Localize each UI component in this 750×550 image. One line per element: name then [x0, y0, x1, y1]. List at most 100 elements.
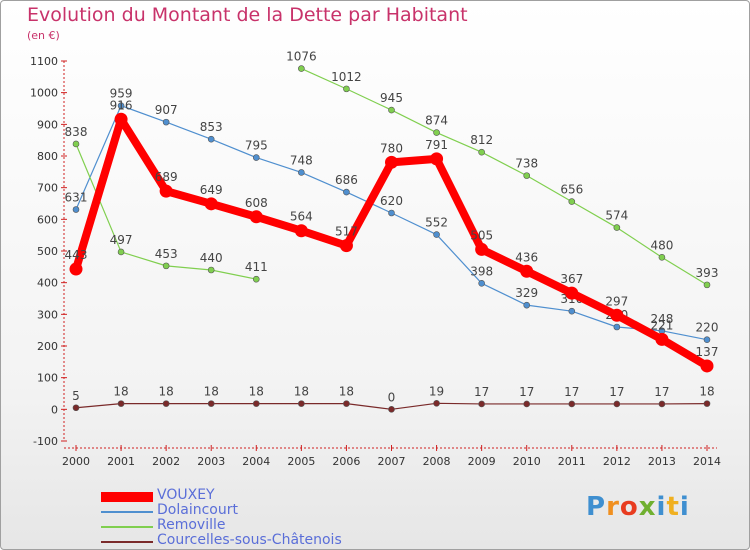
data-point — [658, 400, 666, 408]
data-label: 17 — [564, 385, 579, 399]
x-tick-label: 2013 — [648, 455, 676, 468]
data-point — [298, 400, 305, 407]
data-label: 791 — [425, 138, 448, 152]
data-point — [478, 148, 485, 156]
series-vouxey: 443 916 689 649 608 564 517 780 791 505 436 367 297 2… — [65, 98, 718, 373]
data-point — [252, 275, 260, 283]
data-point — [388, 209, 395, 217]
data-point — [249, 210, 263, 224]
y-tick-label: 100 — [37, 372, 58, 385]
series-removille: 1076 1012 945 874 812 738 656 574 480 393 — [286, 50, 718, 289]
data-point — [162, 262, 170, 270]
data-point — [343, 188, 350, 196]
y-tick-label: 300 — [37, 308, 58, 321]
y-tick-label: 700 — [37, 182, 58, 195]
data-label: 780 — [380, 141, 403, 155]
data-label: 18 — [339, 385, 354, 399]
legend-swatch — [101, 526, 153, 528]
data-label: 907 — [155, 103, 178, 117]
data-label: 916 — [110, 98, 133, 112]
x-tick-label: 2001 — [107, 455, 135, 468]
x-tick-label: 2014 — [693, 455, 721, 468]
data-point — [478, 279, 485, 287]
data-point — [72, 140, 80, 148]
data-point — [613, 323, 621, 331]
data-point — [565, 286, 579, 300]
x-tick-label: 2002 — [152, 455, 180, 468]
data-label: 17 — [654, 385, 669, 399]
data-label: 5 — [72, 389, 80, 403]
data-point — [343, 400, 350, 407]
y-tick-label: 500 — [37, 245, 58, 258]
data-label: 17 — [519, 385, 534, 399]
data-label: 795 — [245, 139, 268, 153]
data-point — [294, 224, 308, 238]
data-point — [162, 118, 170, 126]
y-tick-label: 1000 — [30, 87, 58, 100]
data-label: 686 — [335, 173, 358, 187]
data-label: 220 — [696, 321, 719, 335]
data-label: 1012 — [331, 70, 362, 84]
data-point — [613, 400, 621, 408]
data-point — [388, 106, 395, 114]
legend-swatch — [101, 541, 153, 543]
data-point — [385, 155, 398, 169]
y-tick-label: 200 — [37, 340, 58, 353]
data-point — [343, 85, 350, 93]
data-point — [72, 206, 80, 213]
data-point — [162, 400, 170, 407]
data-label: 411 — [245, 260, 268, 274]
data-point — [523, 400, 531, 408]
data-label: 17 — [609, 385, 624, 399]
data-point — [700, 359, 714, 373]
data-label: 18 — [294, 385, 309, 399]
series-removille: 838 497 453 440 411 — [65, 125, 268, 283]
data-label: 738 — [515, 157, 538, 171]
data-label: 1076 — [286, 50, 317, 64]
data-point — [613, 224, 621, 231]
data-point — [207, 266, 215, 274]
data-label: 649 — [200, 183, 223, 197]
data-label: 959 — [110, 87, 133, 101]
data-label: 574 — [605, 209, 628, 223]
series-dolaincourt: 6319599078537957486866205523983293102602… — [65, 87, 719, 343]
data-point — [117, 248, 125, 256]
y-tick-label: 800 — [37, 150, 58, 163]
y-tick-label: 0 — [51, 403, 58, 416]
data-label: 497 — [110, 233, 133, 247]
data-label: 18 — [113, 385, 128, 399]
x-tick-label: 2009 — [468, 455, 496, 468]
data-point — [568, 400, 576, 408]
legend-label: Dolaincourt — [157, 502, 238, 518]
y-tick-label: -100 — [33, 435, 58, 448]
data-point — [117, 400, 125, 407]
data-label: 367 — [560, 272, 583, 286]
data-point — [568, 198, 576, 205]
data-label: 874 — [425, 114, 448, 128]
data-label: 18 — [249, 385, 264, 399]
data-label: 17 — [474, 385, 489, 399]
x-tick-label: 2004 — [242, 455, 270, 468]
data-point — [433, 400, 440, 407]
data-point — [388, 406, 395, 413]
data-point — [339, 239, 353, 253]
data-label: 18 — [159, 385, 174, 399]
data-label: 564 — [290, 210, 313, 224]
data-label: 748 — [290, 153, 313, 167]
data-point — [252, 154, 260, 161]
x-tick-label: 2003 — [197, 455, 225, 468]
data-point — [658, 254, 666, 261]
x-tick-label: 2012 — [603, 455, 631, 468]
data-label: 552 — [425, 216, 448, 230]
data-label: 453 — [155, 247, 178, 261]
data-label: 505 — [470, 228, 493, 242]
data-point — [159, 184, 173, 198]
x-tick-label: 2007 — [378, 455, 406, 468]
x-tick-label: 2006 — [332, 455, 360, 468]
series-courcelles-sous-ch-tenois: 5 18 18 18 18 18 18 0 19 17 17 17 17 17 18 — [72, 384, 715, 413]
data-label: 812 — [470, 133, 493, 147]
data-point — [523, 301, 531, 309]
data-label: 19 — [429, 384, 444, 398]
data-point — [298, 65, 305, 72]
legend-swatch — [101, 511, 153, 513]
